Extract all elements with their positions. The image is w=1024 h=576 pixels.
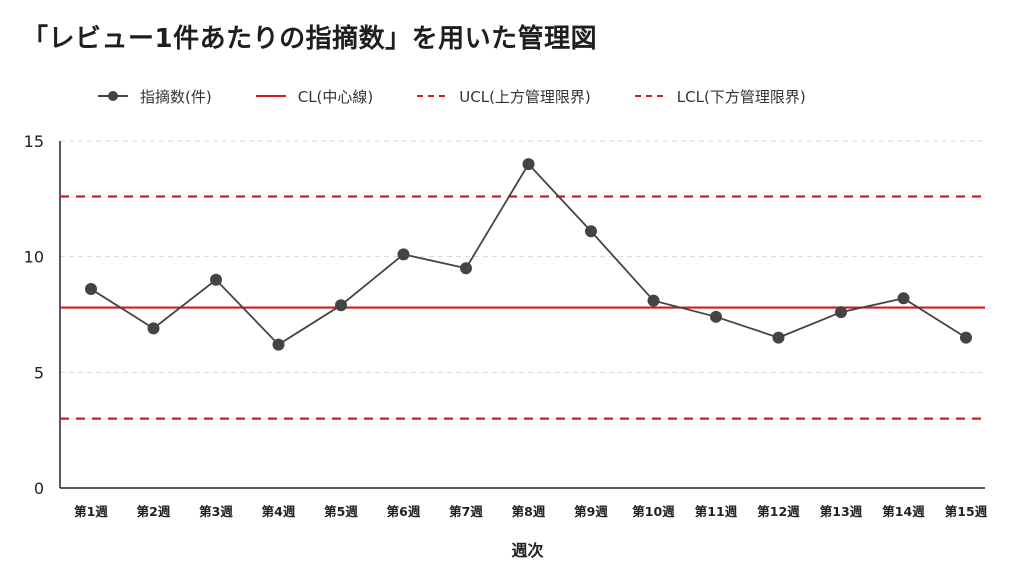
x-tick-label: 第12週 xyxy=(757,504,800,519)
x-tick-label: 第1週 xyxy=(74,504,108,519)
legend-label-cl: CL(中心線) xyxy=(297,87,374,106)
legend-item-ucl: UCL(上方管理限界) xyxy=(415,86,591,107)
y-tick-label: 5 xyxy=(34,363,44,382)
x-tick-label: 第9週 xyxy=(574,504,608,519)
data-point xyxy=(272,338,285,351)
data-point xyxy=(835,306,847,319)
legend: 指摘数(件) CL(中心線) UCL(上方管理限界) LCL(下方管理限界) xyxy=(96,84,848,108)
chart-title: 「レビュー1件あたりの指摘数」を用いた管理図 xyxy=(22,24,598,54)
x-tick-label: 第6週 xyxy=(387,504,421,519)
data-point xyxy=(585,225,597,238)
legend-item-data: 指摘数(件) xyxy=(96,86,212,107)
y-tick-label: 15 xyxy=(24,132,44,151)
data-point xyxy=(897,292,910,305)
x-tick-label: 第4週 xyxy=(262,504,296,519)
y-tick-label: 0 xyxy=(34,479,44,498)
x-tick-label: 第13週 xyxy=(820,504,863,519)
data-point xyxy=(647,294,660,307)
x-tick-label: 第2週 xyxy=(137,504,171,519)
data-point xyxy=(210,273,222,286)
x-tick-label: 第10週 xyxy=(632,504,675,519)
data-point xyxy=(772,331,785,344)
data-point xyxy=(522,158,535,171)
legend-label-ucl: UCL(上方管理限界) xyxy=(459,87,591,106)
x-tick-label: 第5週 xyxy=(324,504,358,519)
legend-label-data: 指摘数(件) xyxy=(140,87,212,106)
legend-marker-lcl xyxy=(634,95,665,97)
legend-marker-cl xyxy=(255,95,286,97)
x-tick-label: 第11週 xyxy=(695,504,738,519)
data-point xyxy=(85,283,97,296)
legend-item-lcl: LCL(下方管理限界) xyxy=(633,86,806,107)
data-point xyxy=(335,299,347,312)
data-point xyxy=(147,322,160,335)
series-line xyxy=(90,162,967,346)
y-tick-label: 10 xyxy=(24,248,44,267)
data-point xyxy=(460,262,472,275)
legend-marker-ucl xyxy=(417,95,448,97)
legend-marker-data xyxy=(98,91,128,101)
x-tick-label: 第14週 xyxy=(882,504,925,519)
data-point xyxy=(960,331,972,344)
x-tick-label: 第15週 xyxy=(945,504,988,519)
data-point xyxy=(397,248,410,261)
legend-label-lcl: LCL(下方管理限界) xyxy=(676,87,806,106)
legend-item-cl: CL(中心線) xyxy=(254,86,374,107)
x-tick-label: 第8週 xyxy=(512,504,546,519)
x-tick-label: 第3週 xyxy=(199,504,233,519)
x-axis-label: 週次 xyxy=(511,541,543,560)
data-point xyxy=(710,310,722,323)
x-tick-label: 第7週 xyxy=(449,504,483,519)
